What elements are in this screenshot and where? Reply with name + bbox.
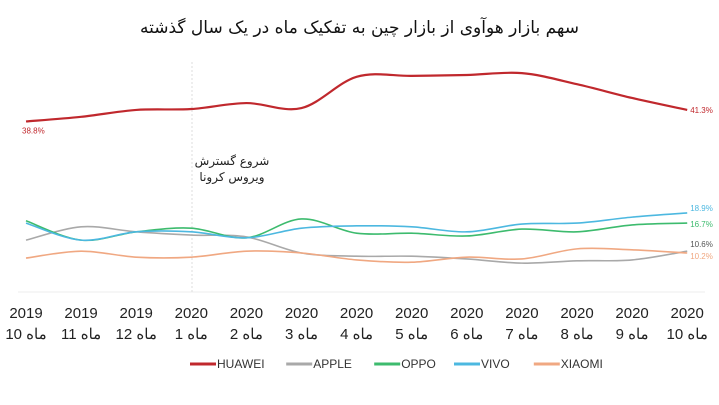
- x-tick-month: ماه 5: [395, 326, 428, 343]
- x-tick-year: 2019: [120, 305, 153, 322]
- x-tick-year: 2020: [671, 305, 704, 322]
- legend-label-oppo: OPPO: [401, 357, 436, 371]
- x-tick-month: ماه 7: [505, 326, 538, 343]
- end-label-xiaomi: 10.2%: [690, 252, 713, 261]
- end-label-oppo: 16.7%: [690, 220, 713, 229]
- x-tick-month: ماه 1: [175, 326, 208, 343]
- x-tick-month: ماه 8: [561, 326, 594, 343]
- x-tick-year: 2020: [560, 305, 593, 322]
- x-tick-month: ماه 9: [616, 326, 649, 343]
- end-label-huawei: 41.3%: [690, 106, 713, 115]
- x-tick-year: 2019: [9, 305, 42, 322]
- series-line-huawei: [25, 71, 688, 123]
- x-tick-month: ماه 3: [285, 326, 318, 343]
- x-tick-year: 2020: [230, 305, 263, 322]
- x-tick-year: 2020: [395, 305, 428, 322]
- x-tick-year: 2020: [615, 305, 648, 322]
- x-tick-year: 2020: [175, 305, 208, 322]
- series-line-vivo: [25, 212, 688, 242]
- legend-label-vivo: VIVO: [481, 357, 510, 371]
- x-tick-year: 2020: [505, 305, 538, 322]
- start-label-huawei: 38.8%: [22, 126, 45, 135]
- x-tick-month: ماه 10: [5, 326, 46, 343]
- legend-label-huawei: HUAWEI: [217, 357, 265, 371]
- chart-title: سهم بازار هوآوی از بازار چین به تفکیک ما…: [140, 18, 579, 38]
- x-tick-month: ماه 2: [230, 326, 263, 343]
- legend-label-xiaomi: XIAOMI: [561, 357, 603, 371]
- annotation-line-2: ویروس کرونا: [199, 170, 264, 185]
- end-label-apple: 10.6%: [690, 240, 713, 249]
- x-tick-year: 2020: [285, 305, 318, 322]
- series-line-apple: [25, 225, 688, 264]
- x-tick-month: ماه 4: [340, 326, 373, 343]
- x-tick-month: ماه 12: [116, 326, 157, 343]
- x-tick-year: 2020: [340, 305, 373, 322]
- legend-label-apple: APPLE: [313, 357, 352, 371]
- x-tick-month: ماه 10: [667, 326, 708, 343]
- x-tick-year: 2019: [64, 305, 97, 322]
- annotation-line-1: شروع گسترش: [195, 154, 270, 169]
- x-tick-year: 2020: [450, 305, 483, 322]
- x-tick-month: ماه 6: [450, 326, 483, 343]
- end-label-vivo: 18.9%: [690, 204, 713, 213]
- x-tick-month: ماه 11: [61, 326, 101, 343]
